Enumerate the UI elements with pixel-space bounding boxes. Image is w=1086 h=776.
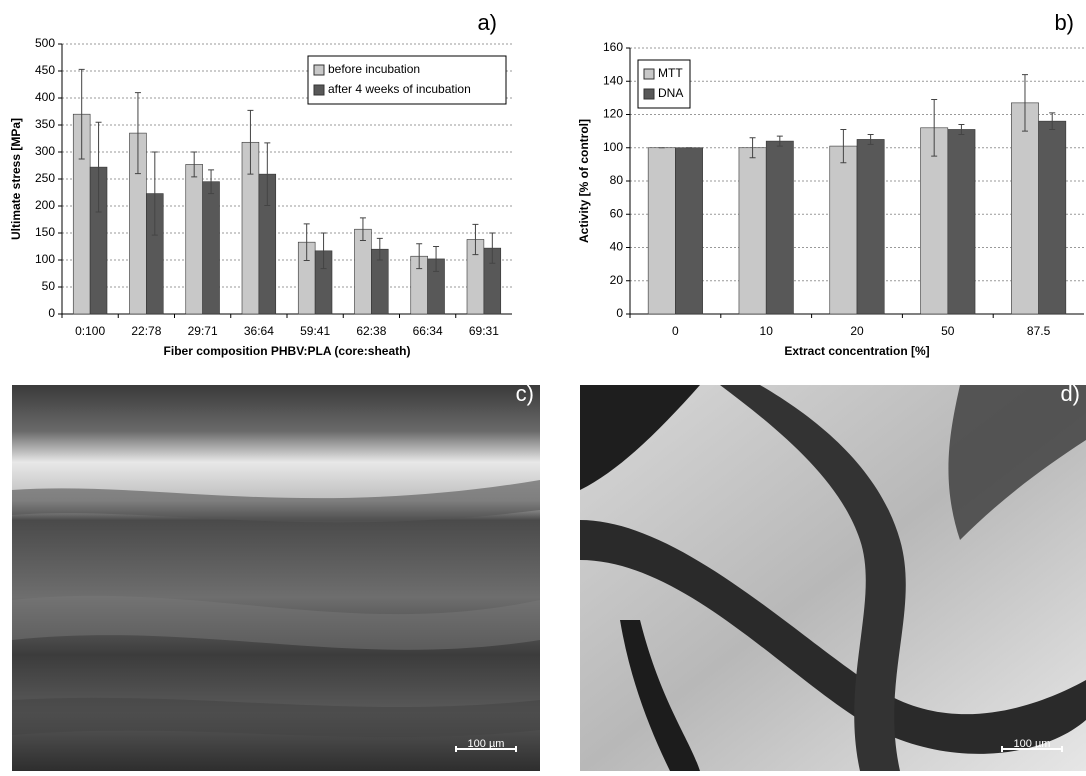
bar <box>766 141 793 314</box>
bar <box>857 139 884 314</box>
bar <box>186 164 203 314</box>
y-tick-label: 80 <box>610 173 624 187</box>
y-tick-label: 40 <box>610 240 624 254</box>
y-tick-label: 160 <box>603 40 623 54</box>
legend-swatch <box>314 65 324 75</box>
scale-bar-label: 100 µm <box>1014 738 1051 750</box>
y-tick-label: 60 <box>610 206 624 220</box>
y-axis-title: Activity [% of control] <box>577 119 591 243</box>
y-tick-label: 20 <box>610 273 624 287</box>
y-tick-label: 140 <box>603 73 623 87</box>
y-tick-label: 200 <box>35 198 55 212</box>
legend-label: after 4 weeks of incubation <box>328 82 471 96</box>
panel-label: d) <box>1060 381 1080 406</box>
x-tick-label: 29:71 <box>188 324 218 338</box>
bar <box>1039 121 1066 314</box>
x-tick-label: 50 <box>941 324 955 338</box>
x-tick-label: 87.5 <box>1027 324 1051 338</box>
x-tick-label: 22:78 <box>131 324 161 338</box>
legend-swatch <box>314 85 324 95</box>
x-tick-label: 36:64 <box>244 324 274 338</box>
y-axis-title: Ultimate stress [MPa] <box>9 118 23 240</box>
y-tick-label: 450 <box>35 63 55 77</box>
scale-bar-label: 100 µm <box>468 738 505 750</box>
bar <box>355 229 372 314</box>
y-tick-label: 0 <box>616 306 623 320</box>
panel-label: c) <box>516 381 534 406</box>
legend-label: before incubation <box>328 62 420 76</box>
y-tick-label: 400 <box>35 90 55 104</box>
x-tick-label: 20 <box>850 324 864 338</box>
legend-label: DNA <box>658 86 683 100</box>
y-tick-label: 120 <box>603 107 623 121</box>
legend-label: MTT <box>658 66 683 80</box>
x-tick-label: 0 <box>672 324 679 338</box>
y-tick-label: 250 <box>35 171 55 185</box>
y-tick-label: 100 <box>35 252 55 266</box>
micrograph-c <box>12 385 540 771</box>
x-tick-label: 69:31 <box>469 324 499 338</box>
figure: a)0501001502002503003504004505000:10022:… <box>0 0 1086 771</box>
y-tick-label: 50 <box>42 279 56 293</box>
y-tick-label: 300 <box>35 144 55 158</box>
x-tick-label: 62:38 <box>356 324 386 338</box>
x-tick-label: 0:100 <box>75 324 105 338</box>
legend-swatch <box>644 69 654 79</box>
x-tick-label: 10 <box>760 324 774 338</box>
bar <box>203 182 220 314</box>
y-tick-label: 0 <box>48 306 55 320</box>
y-tick-label: 350 <box>35 117 55 131</box>
x-axis-title: Fiber composition PHBV:PLA (core:sheath) <box>164 344 411 358</box>
panel-label: b) <box>1054 10 1074 35</box>
x-tick-label: 59:41 <box>300 324 330 338</box>
x-axis-title: Extract concentration [%] <box>784 344 929 358</box>
bar <box>675 148 702 314</box>
bar <box>739 148 766 314</box>
bar <box>648 148 675 314</box>
x-tick-label: 66:34 <box>413 324 443 338</box>
panel-label: a) <box>477 10 497 35</box>
y-tick-label: 100 <box>603 140 623 154</box>
y-tick-label: 150 <box>35 225 55 239</box>
bar <box>1011 103 1038 314</box>
micrograph-d <box>580 385 1086 771</box>
bar <box>830 146 857 314</box>
bar <box>948 129 975 314</box>
y-tick-label: 500 <box>35 36 55 50</box>
legend-swatch <box>644 89 654 99</box>
